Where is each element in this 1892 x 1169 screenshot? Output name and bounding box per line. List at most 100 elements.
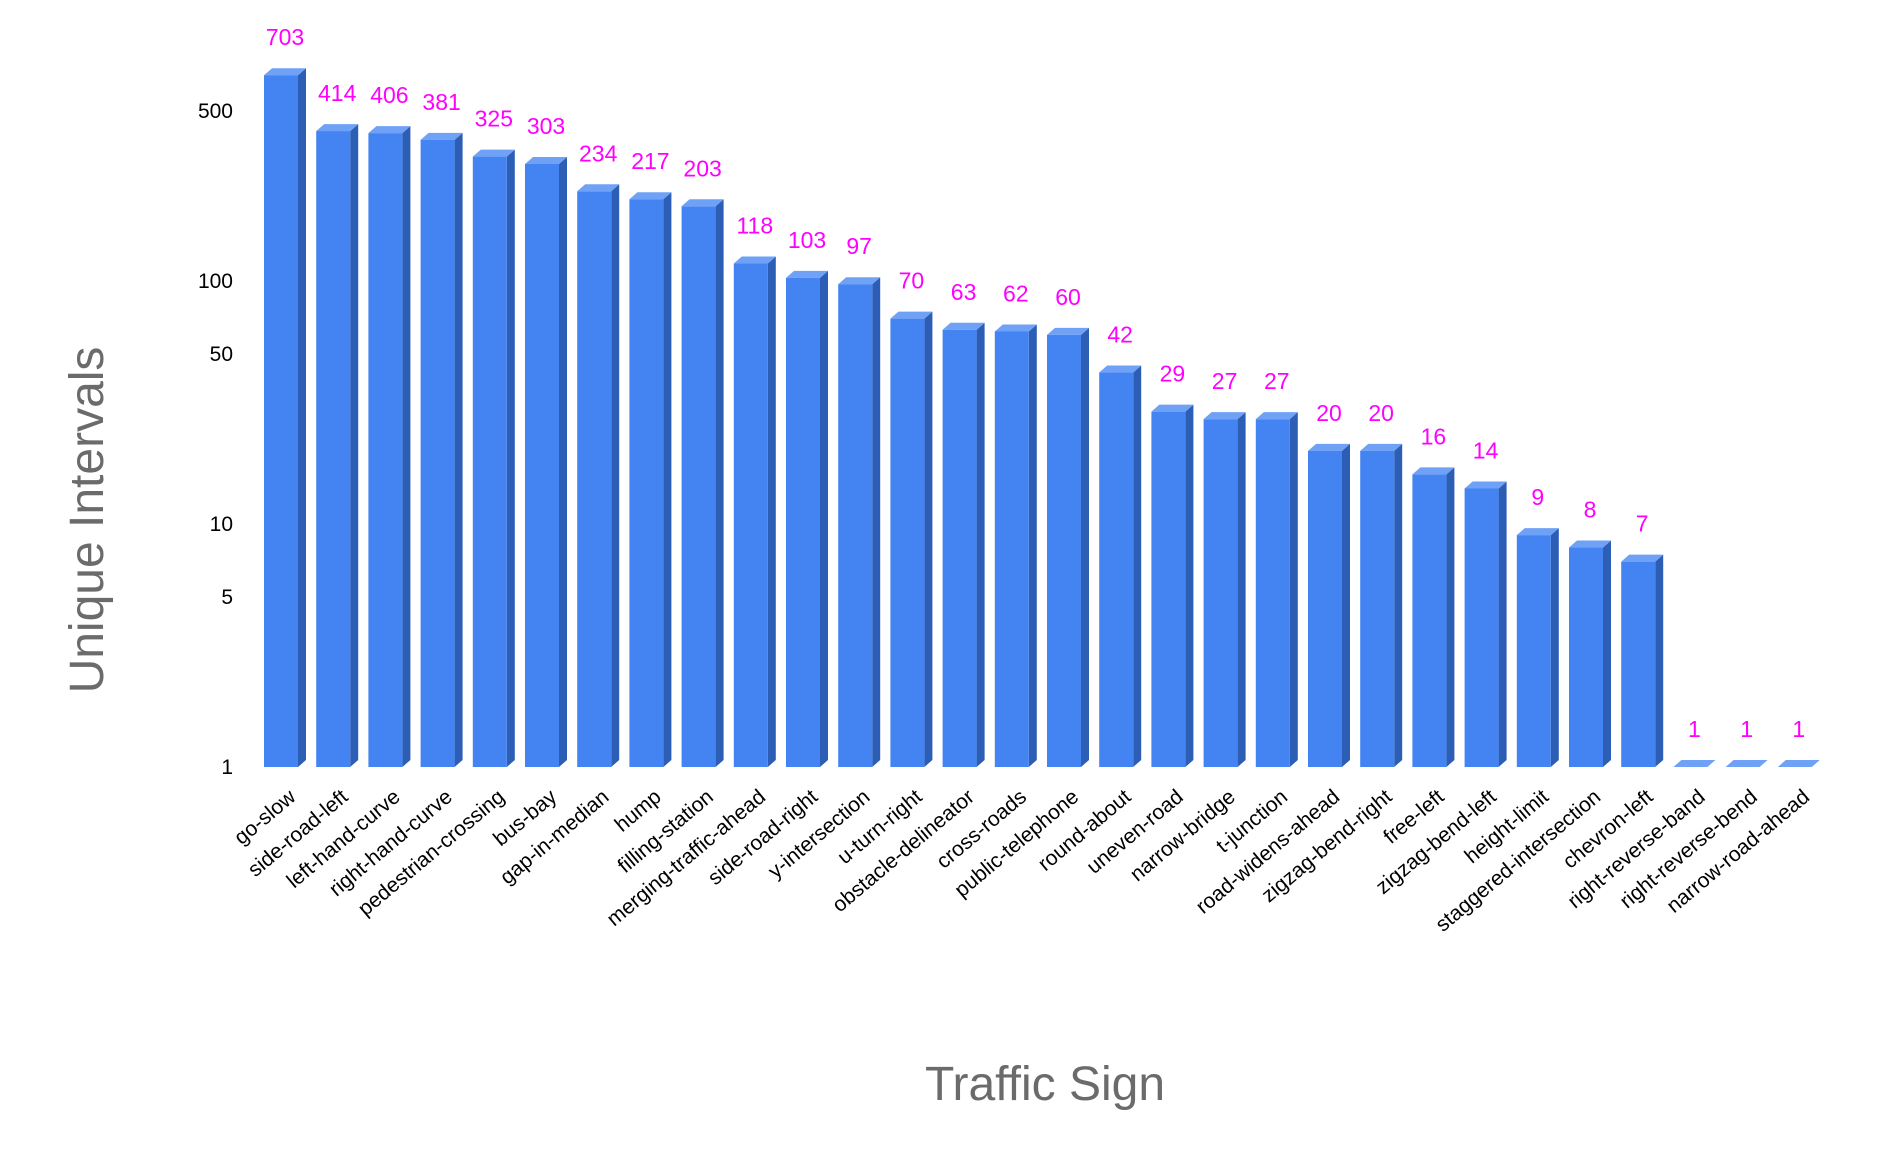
bar [786, 270, 828, 767]
bar-side [1081, 327, 1089, 767]
bar [1569, 540, 1611, 767]
bar [420, 132, 463, 768]
value-label: 217 [631, 148, 669, 174]
value-label: 20 [1316, 400, 1342, 426]
bar [525, 157, 567, 767]
bar [368, 126, 411, 767]
bar-top [1099, 365, 1142, 373]
bar-side [611, 184, 620, 768]
value-label: 303 [527, 113, 565, 139]
value-label: 29 [1160, 361, 1186, 387]
value-label: 1 [1740, 716, 1753, 742]
bar [1673, 760, 1716, 767]
bar-side [924, 311, 933, 767]
bar-front [1464, 488, 1499, 767]
bar-top [1777, 760, 1820, 767]
y-tick-label: 500 [198, 100, 233, 123]
value-label: 62 [1003, 280, 1029, 306]
value-label: 27 [1264, 368, 1290, 394]
y-tick-label: 100 [198, 270, 233, 293]
bar-top [472, 149, 515, 157]
bar-front [264, 75, 298, 767]
bar-side [1185, 404, 1194, 767]
bar-front [1412, 474, 1447, 767]
bar-front [786, 277, 820, 767]
bar-side [1603, 540, 1611, 767]
x-axis-title: Traffic Sign [925, 1058, 1165, 1111]
bar [1151, 404, 1194, 767]
value-label: 1 [1792, 716, 1805, 742]
bar [472, 149, 515, 767]
bar [1725, 760, 1768, 767]
bar [733, 256, 776, 767]
bar-top [368, 126, 411, 134]
value-label: 118 [736, 213, 773, 239]
bar [577, 184, 620, 768]
value-label: 70 [899, 268, 925, 294]
bar-front [1308, 450, 1342, 767]
y-tick-label: 50 [210, 343, 233, 366]
y-tick-label: 1 [221, 756, 233, 779]
bar-side [1550, 528, 1559, 767]
bar-top [733, 256, 776, 264]
bar-front [1099, 372, 1134, 767]
bar-side [1446, 467, 1455, 767]
value-label: 63 [951, 279, 977, 305]
value-label: 20 [1368, 400, 1394, 426]
bar [1360, 443, 1403, 767]
value-label: 27 [1212, 368, 1238, 394]
value-label: 16 [1421, 423, 1447, 449]
bar-top [1047, 327, 1089, 335]
bar [1412, 467, 1455, 767]
bar-front [1360, 450, 1395, 767]
bar [1464, 481, 1507, 767]
bar [1621, 554, 1664, 767]
bar-top [1360, 443, 1403, 451]
bar-front [733, 263, 768, 767]
bar-side [872, 277, 881, 767]
bar [681, 199, 724, 768]
y-axis-title: Unique Intervals [61, 347, 114, 694]
bar-front [994, 331, 1029, 767]
bar-side [454, 132, 463, 768]
bar-top [264, 68, 306, 76]
value-label: 1 [1688, 716, 1701, 742]
bar-top [1308, 443, 1350, 451]
bar-front [1203, 419, 1238, 767]
value-label: 7 [1636, 511, 1649, 537]
bar [316, 124, 359, 768]
y-tick-label: 5 [221, 586, 233, 609]
bar-front [1621, 561, 1656, 767]
bar-top [316, 124, 359, 132]
bar-front [525, 164, 559, 767]
value-label: 60 [1055, 284, 1081, 310]
bar [1255, 412, 1298, 767]
value-label: 406 [370, 82, 408, 108]
bar-top [942, 322, 985, 330]
bar-top [1621, 554, 1664, 562]
bar-side [402, 126, 411, 767]
bar-front [681, 206, 716, 768]
bar-side [1498, 481, 1507, 767]
bar [838, 277, 881, 767]
bar [1099, 365, 1142, 767]
bar-top [890, 311, 933, 319]
bar-front [1516, 535, 1551, 767]
bars [264, 68, 1820, 768]
value-label: 9 [1531, 484, 1544, 510]
value-label: 42 [1107, 322, 1133, 348]
bar-top [629, 192, 672, 200]
y-axis-ticks: 1 5 10 50 100 500 [198, 100, 233, 779]
bar-front [1047, 334, 1081, 767]
bar-front [316, 131, 351, 768]
value-label: 203 [683, 155, 721, 181]
bar-side [663, 192, 672, 767]
bar [1308, 443, 1350, 767]
bar-front [472, 156, 507, 767]
bar-side [820, 270, 828, 767]
bar-front [1255, 419, 1290, 767]
bar-side [1289, 412, 1298, 767]
bar-top [994, 324, 1037, 332]
